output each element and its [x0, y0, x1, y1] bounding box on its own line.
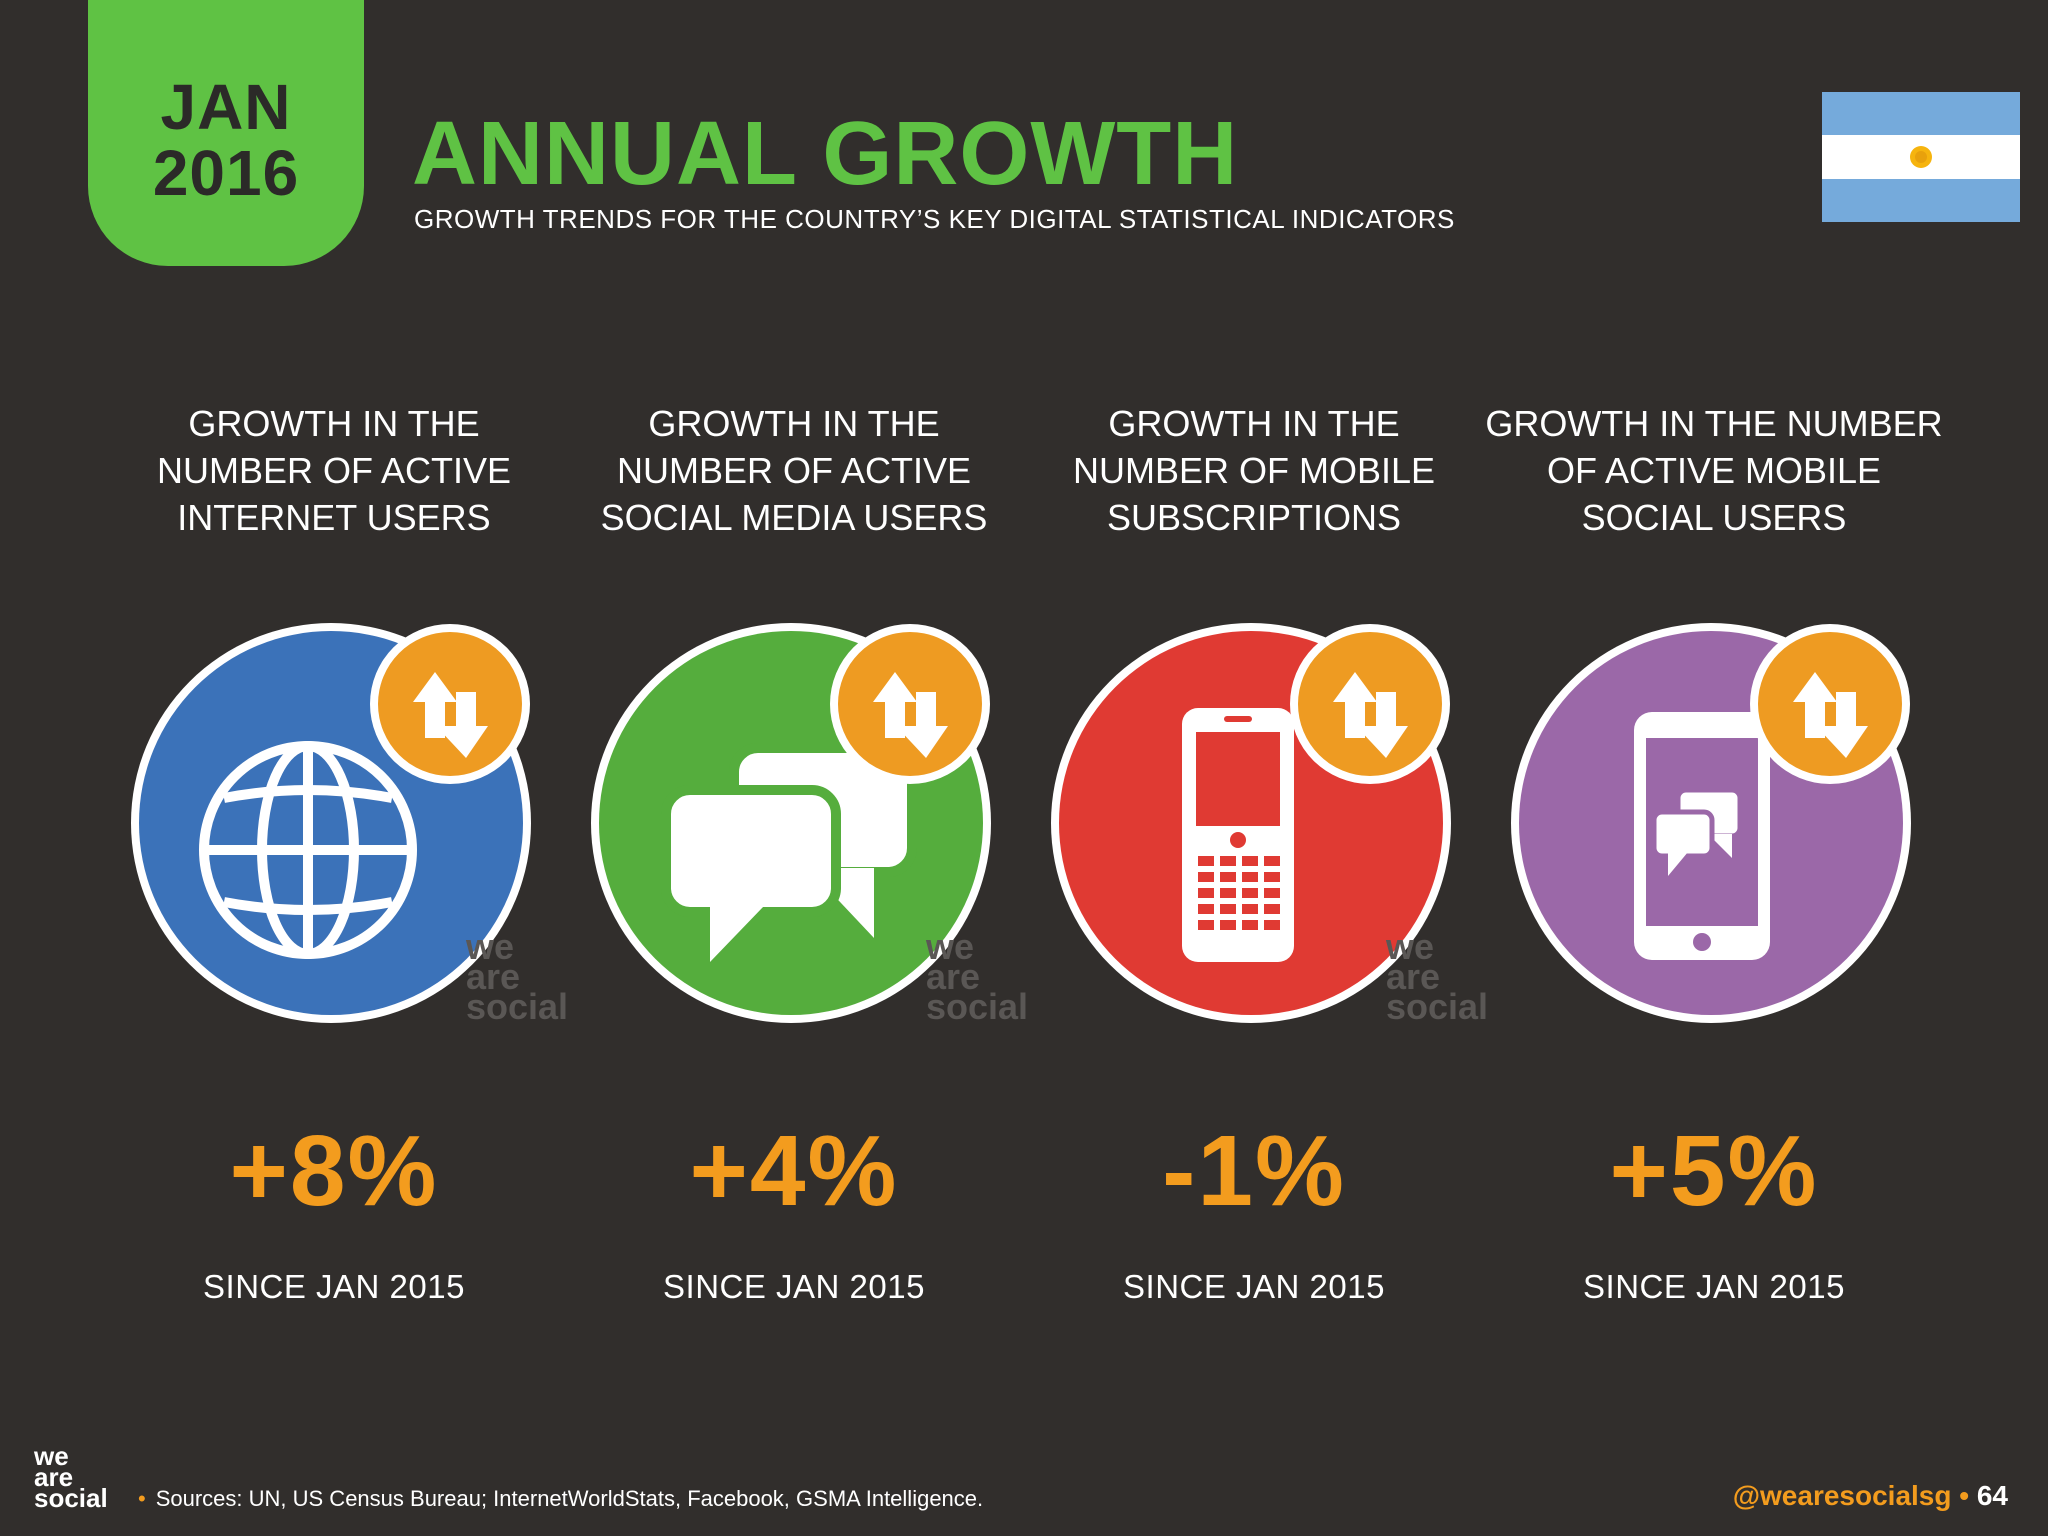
stat-social-media-users: GROWTH IN THE NUMBER OF ACTIVE SOCIAL ME… [554, 400, 1034, 1340]
footer-handle: @wearesocialsg • 64 [1733, 1480, 2008, 1512]
stat-since: SINCE JAN 2015 [663, 1268, 925, 1305]
date-month: JAN [160, 71, 292, 143]
growth-badge-icon [830, 624, 990, 784]
stat-value: +4% [689, 1115, 899, 1227]
stat-heading: GROWTH IN THE NUMBER OF ACTIVE INTERNET … [156, 403, 512, 538]
sources-text: Sources: UN, US Census Bureau; InternetW… [155, 1486, 984, 1511]
date-tab: JAN 2016 [88, 0, 364, 266]
bullet-dot-icon: • [138, 1486, 146, 1511]
stat-internet-users: GROWTH IN THE NUMBER OF ACTIVE INTERNET … [94, 400, 574, 1340]
chat-bubbles-icon [661, 743, 917, 962]
watermark-logo: we are social [466, 926, 569, 1027]
watermark-logo: we are social [926, 926, 1029, 1027]
stat-since: SINCE JAN 2015 [1123, 1268, 1385, 1305]
mobile-subscriptions-circle [1051, 623, 1451, 1023]
twitter-handle: @wearesocialsg [1732, 1480, 1952, 1511]
stat-value: +5% [1609, 1115, 1819, 1227]
bullet-dot-icon: • [1959, 1480, 1977, 1511]
growth-badge-icon [370, 624, 530, 784]
stat-mobile-subscriptions: GROWTH IN THE NUMBER OF MOBILE SUBSCRIPT… [1014, 400, 1494, 1340]
mobile-social-users-circle [1511, 623, 1911, 1023]
page-number: 64 [1976, 1480, 2008, 1511]
growth-badge-icon [1290, 624, 1450, 784]
page-title: ANNUAL GROWTH [412, 104, 1239, 204]
stat-value: +8% [229, 1115, 439, 1227]
stat-heading: GROWTH IN THE NUMBER OF ACTIVE MOBILE SO… [1485, 403, 1943, 538]
argentina-flag-icon [1822, 92, 2020, 222]
stat-mobile-social-users: GROWTH IN THE NUMBER OF ACTIVE MOBILE SO… [1474, 400, 1954, 1340]
internet-users-circle [131, 623, 531, 1023]
globe-icon [199, 741, 417, 959]
sources-note: • Sources: UN, US Census Bureau; Internet… [138, 1486, 983, 1512]
date-year: 2016 [152, 137, 300, 209]
page-subtitle: GROWTH TRENDS FOR THE COUNTRY’S KEY DIGI… [414, 204, 1455, 234]
footer-logo: we are social [34, 1441, 108, 1513]
stat-since: SINCE JAN 2015 [1583, 1268, 1845, 1305]
stat-value: -1% [1162, 1115, 1346, 1227]
smartphone-chat-icon [1634, 712, 1770, 960]
watermark-logo: we are social [1386, 926, 1489, 1027]
stat-heading: GROWTH IN THE NUMBER OF MOBILE SUBSCRIPT… [1072, 403, 1436, 538]
stat-since: SINCE JAN 2015 [203, 1268, 465, 1305]
social-media-users-circle [591, 623, 991, 1023]
growth-badge-icon [1750, 624, 1910, 784]
mobile-phone-icon [1182, 708, 1294, 962]
stat-heading: GROWTH IN THE NUMBER OF ACTIVE SOCIAL ME… [600, 403, 988, 538]
